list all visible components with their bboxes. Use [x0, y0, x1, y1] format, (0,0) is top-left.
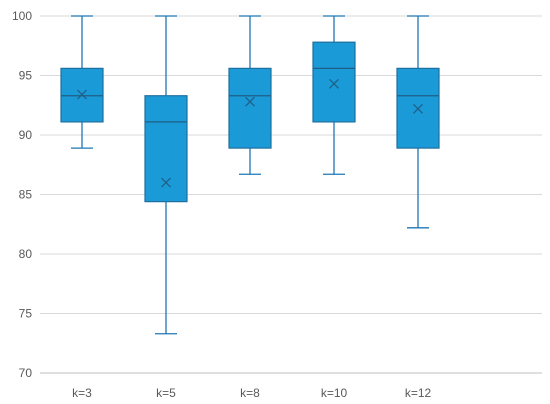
box-group [396, 15, 440, 229]
y-tick-label: 90 [19, 128, 33, 142]
mean-marker [161, 177, 171, 188]
x-category-label: k=3 [72, 386, 92, 400]
iqr-box [312, 41, 356, 123]
x-category-label: k=12 [405, 386, 432, 400]
y-tick-label: 100 [12, 9, 32, 23]
mean-marker-stroke [161, 177, 171, 188]
gridlines [40, 15, 542, 374]
mean-marker [245, 96, 255, 107]
mean-marker [329, 78, 339, 89]
mean-marker-stroke [413, 103, 423, 114]
x-category-label: k=10 [321, 386, 348, 400]
y-tick-label: 85 [19, 188, 33, 202]
mean-marker-stroke [329, 78, 339, 89]
mean-marker-stroke [245, 96, 255, 107]
box-group [60, 15, 104, 149]
x-category-label: k=5 [156, 386, 176, 400]
x-category-label: k=8 [240, 386, 260, 400]
y-tick-label: 95 [19, 69, 33, 83]
y-tick-label: 75 [19, 307, 33, 321]
boxes [60, 15, 440, 335]
box-group [228, 15, 272, 175]
mean-marker [413, 103, 423, 114]
mean-marker [77, 89, 87, 100]
y-tick-label: 80 [19, 247, 33, 261]
mean-marker-stroke [77, 89, 87, 100]
x-axis-category-labels: k=3 k=5 k=8 k=10 k=12 [72, 386, 431, 400]
y-tick-label: 70 [19, 366, 33, 380]
y-axis-tick-labels: 70 75 80 85 90 95 100 [12, 9, 32, 380]
box-group [144, 15, 188, 335]
box-group [312, 15, 356, 175]
iqr-box [228, 67, 272, 149]
iqr-box [144, 95, 188, 203]
